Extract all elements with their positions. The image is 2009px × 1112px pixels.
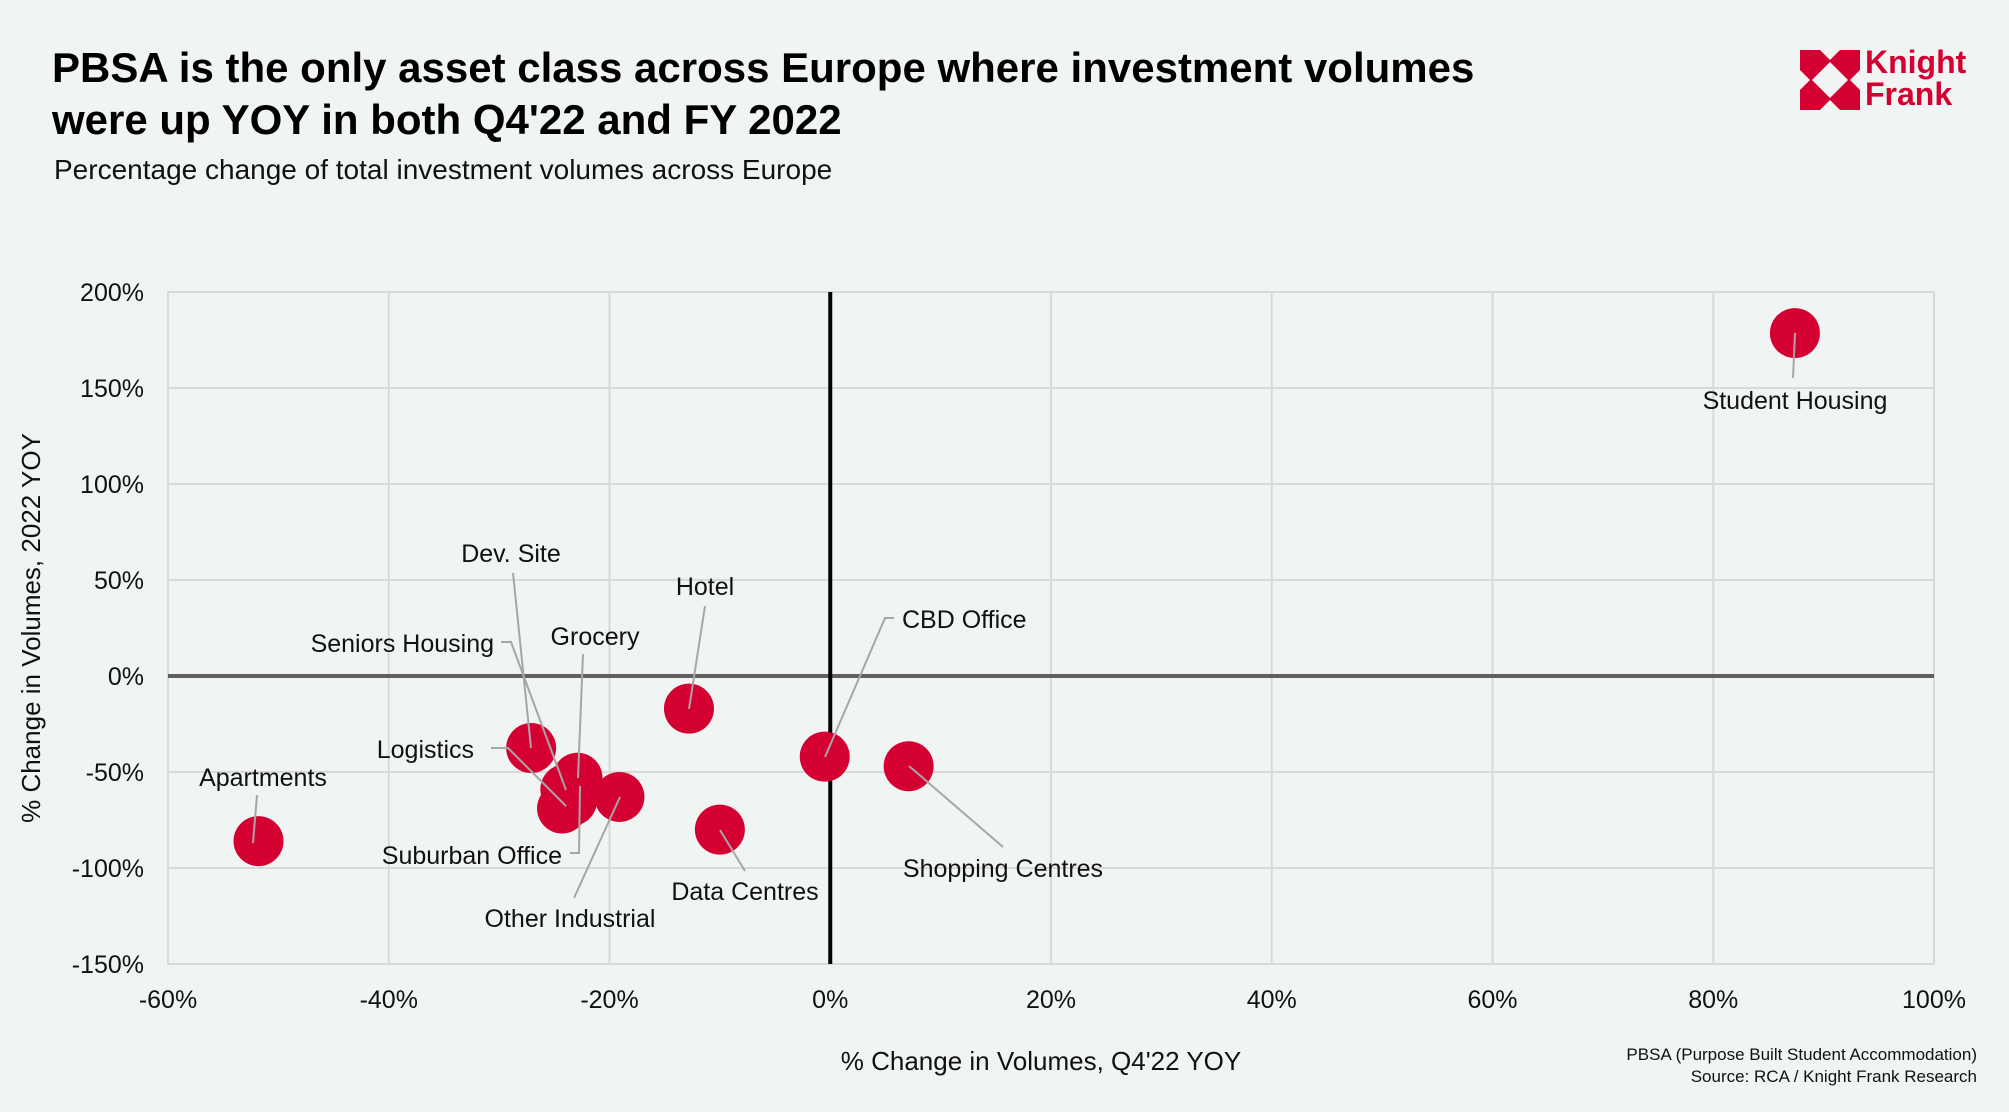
leader-line	[573, 796, 621, 899]
y-tick-label: 100%	[80, 471, 144, 499]
data-label: Student Housing	[1703, 387, 1888, 415]
tick-labels: -60% -40% -20% 0% 20% 40% 60% 80% 100% -150% -100%…	[72, 279, 1966, 1014]
y-axis-title: % Change in Volumes, 2022 YOY	[16, 433, 46, 823]
data-label: Hotel	[676, 573, 734, 601]
chart-title-line1: PBSA is the only asset class across Euro…	[52, 44, 1475, 91]
axes	[168, 292, 1934, 964]
x-axis-title: % Change in Volumes, Q4'22 YOY	[841, 1046, 1242, 1076]
footnote-source: Source: RCA / Knight Frank Research	[1690, 1067, 1977, 1086]
y-tick-label: -100%	[72, 855, 144, 883]
leader-line	[824, 617, 894, 758]
footnote-pbsa: PBSA (Purpose Built Student Accommodatio…	[1626, 1045, 1977, 1064]
x-tick-label: -40%	[360, 986, 418, 1014]
x-tick-label: 80%	[1688, 986, 1738, 1014]
data-label: Grocery	[551, 623, 640, 651]
leader-line	[501, 641, 567, 791]
leader-line	[491, 747, 567, 807]
leader-line	[570, 785, 581, 854]
leader-line	[688, 605, 706, 710]
data-label: Data Centres	[671, 878, 818, 906]
chart-title-line2: were up YOY in both Q4'22 and FY 2022	[52, 96, 842, 143]
logo-line2: Frank	[1865, 76, 1953, 112]
x-tick-label: 0%	[812, 986, 848, 1014]
knight-frank-logo-text: Knight Frank	[1865, 46, 1966, 110]
knight-frank-logo-icon	[1800, 50, 1860, 110]
point-labels: Student Housing Hotel CBD Office Shopping C…	[199, 387, 1887, 933]
data-point	[546, 775, 597, 826]
leader-line	[1792, 332, 1796, 379]
leader-line	[577, 653, 584, 779]
chart-subtitle: Percentage change of total investment vo…	[54, 154, 833, 185]
y-tick-label: 50%	[94, 567, 144, 595]
logo-line1: Knight	[1865, 44, 1967, 80]
x-tick-label: -60%	[139, 986, 197, 1014]
x-tick-label: -20%	[580, 986, 638, 1014]
leader-line	[252, 794, 258, 844]
data-label: Other Industrial	[485, 905, 656, 933]
x-tick-label: 100%	[1902, 986, 1966, 1014]
data-point	[694, 804, 745, 855]
y-tick-label: -50%	[86, 759, 144, 787]
x-tick-label: 40%	[1247, 986, 1297, 1014]
data-label: Logistics	[377, 736, 474, 764]
data-label: Seniors Housing	[311, 630, 494, 658]
leader-line	[719, 829, 746, 872]
data-label: CBD Office	[902, 606, 1027, 634]
leader-lines	[252, 332, 1796, 899]
y-tick-label: 150%	[80, 375, 144, 403]
leader-line	[908, 765, 1004, 848]
x-tick-label: 20%	[1026, 986, 1076, 1014]
data-label: Suburban Office	[382, 842, 562, 870]
data-point	[506, 723, 557, 773]
data-label: Shopping Centres	[903, 855, 1103, 883]
footnote: PBSA (Purpose Built Student Accommodatio…	[1626, 1044, 1977, 1088]
chart-title: PBSA is the only asset class across Euro…	[52, 42, 1752, 146]
y-tick-label: 200%	[80, 279, 144, 307]
data-points	[233, 308, 1820, 867]
y-tick-label: -150%	[72, 951, 144, 979]
data-point	[883, 741, 934, 792]
x-tick-label: 60%	[1467, 986, 1517, 1014]
leader-line	[512, 572, 532, 749]
data-label: Apartments	[199, 764, 327, 792]
y-tick-label: 0%	[108, 663, 144, 691]
data-label: Dev. Site	[461, 540, 561, 568]
data-point	[233, 816, 284, 867]
